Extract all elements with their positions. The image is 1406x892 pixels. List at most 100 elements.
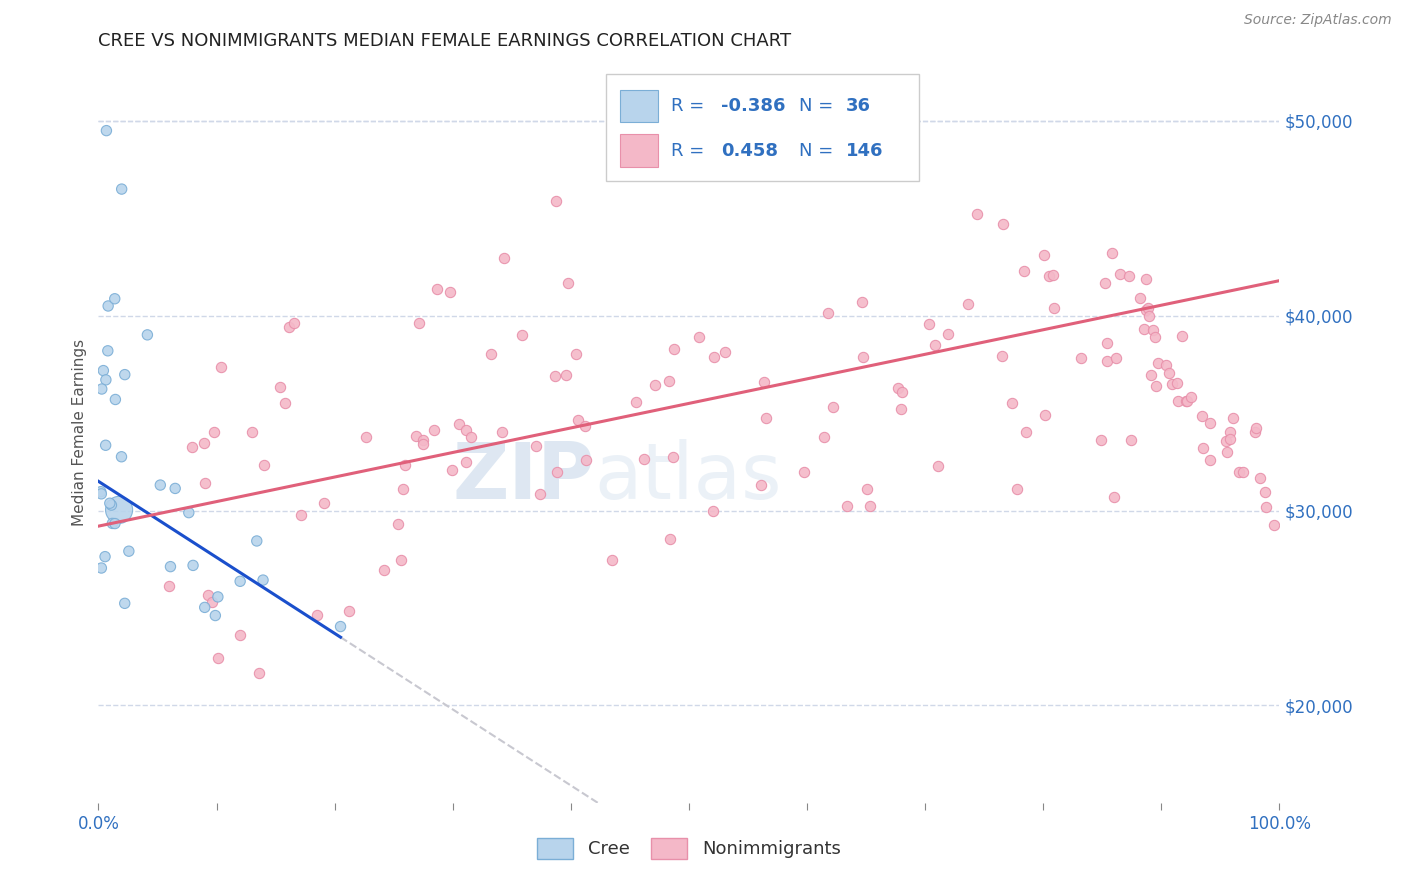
Point [703, 350, 725, 364]
Point [426, 282, 449, 296]
FancyBboxPatch shape [606, 73, 920, 181]
Point [1171, 329, 1194, 343]
Point [408, 316, 430, 330]
Point [1254, 485, 1277, 500]
Point [1102, 490, 1125, 504]
Point [956, 297, 979, 311]
Point [491, 425, 513, 440]
Point [329, 619, 352, 633]
Point [412, 433, 434, 447]
Point [823, 400, 845, 414]
Point [394, 458, 416, 472]
Point [1263, 518, 1285, 533]
Point [389, 553, 412, 567]
Text: CREE VS NONIMMIGRANTS MEDIAN FEMALE EARNINGS CORRELATION CHART: CREE VS NONIMMIGRANTS MEDIAN FEMALE EARN… [98, 32, 792, 50]
Point [312, 495, 335, 509]
Point [98, 496, 121, 510]
Point [354, 430, 377, 444]
Point [180, 440, 202, 454]
Point [1160, 376, 1182, 391]
Point [165, 482, 187, 496]
Text: 36: 36 [846, 97, 872, 115]
Point [858, 500, 880, 514]
Point [197, 588, 219, 602]
Point [90, 484, 112, 499]
Point [207, 651, 229, 665]
Point [1101, 246, 1123, 260]
Point [658, 374, 681, 388]
Point [1167, 394, 1189, 409]
Point [1070, 351, 1092, 365]
Point [1256, 500, 1278, 514]
Point [1244, 420, 1267, 434]
Point [337, 604, 360, 618]
Point [891, 384, 914, 399]
Point [574, 419, 596, 434]
Point [1215, 434, 1237, 449]
Point [1042, 268, 1064, 282]
Point [886, 380, 908, 394]
Point [90, 561, 112, 575]
Point [1143, 330, 1166, 344]
Point [1108, 267, 1130, 281]
Point [1137, 301, 1160, 316]
FancyBboxPatch shape [620, 90, 658, 122]
Point [201, 595, 224, 609]
Point [194, 475, 217, 490]
Point [202, 425, 225, 440]
Point [149, 478, 172, 492]
Point [204, 608, 226, 623]
Point [229, 574, 252, 589]
Point [1154, 358, 1177, 372]
Point [1191, 409, 1213, 424]
Point [136, 327, 159, 342]
Point [1118, 268, 1140, 283]
Point [927, 459, 949, 474]
Point [423, 423, 446, 437]
Text: N =: N = [799, 97, 832, 115]
Text: R =: R = [671, 97, 710, 115]
Y-axis label: Median Female Earnings: Median Female Earnings [72, 339, 87, 526]
Point [108, 503, 131, 517]
Point [1175, 394, 1198, 409]
Point [1097, 336, 1119, 351]
Point [1222, 411, 1244, 425]
Text: R =: R = [671, 142, 716, 160]
Point [1227, 465, 1250, 479]
Point [1038, 269, 1060, 284]
Point [1232, 465, 1254, 479]
Point [1090, 433, 1112, 447]
Point [749, 478, 772, 492]
Point [97, 299, 120, 313]
Point [813, 430, 835, 444]
Point [94, 373, 117, 387]
Point [93, 363, 115, 377]
Point [662, 342, 685, 356]
Point [460, 430, 482, 444]
Point [100, 498, 122, 512]
Point [851, 295, 873, 310]
Point [290, 508, 312, 522]
Point [1199, 416, 1222, 430]
Point [441, 463, 464, 477]
Point [494, 251, 516, 265]
Point [240, 425, 263, 440]
Point [97, 343, 120, 358]
Point [157, 579, 180, 593]
Point [966, 207, 988, 221]
Point [207, 590, 229, 604]
Point [793, 465, 815, 479]
Point [755, 411, 778, 425]
Point [1159, 366, 1181, 380]
Text: -0.386: -0.386 [721, 97, 786, 115]
Point [1244, 425, 1267, 439]
Text: Source: ZipAtlas.com: Source: ZipAtlas.com [1244, 13, 1392, 28]
Point [110, 450, 132, 464]
Point [567, 413, 589, 427]
Point [524, 439, 547, 453]
Point [252, 458, 274, 472]
Point [118, 544, 141, 558]
Point [1199, 453, 1222, 467]
Point [1012, 263, 1035, 277]
Text: ZIP: ZIP [453, 439, 595, 515]
